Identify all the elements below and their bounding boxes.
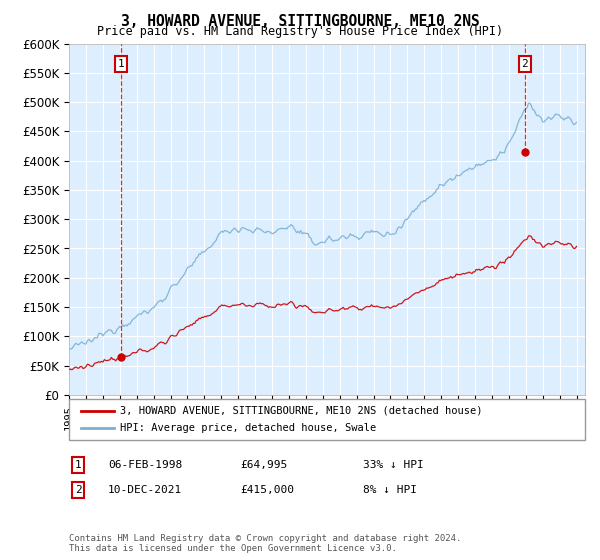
Text: 33% ↓ HPI: 33% ↓ HPI (363, 460, 424, 470)
Text: 8% ↓ HPI: 8% ↓ HPI (363, 485, 417, 495)
Text: HPI: Average price, detached house, Swale: HPI: Average price, detached house, Swal… (120, 423, 376, 433)
Text: 1: 1 (118, 59, 125, 69)
Text: 3, HOWARD AVENUE, SITTINGBOURNE, ME10 2NS (detached house): 3, HOWARD AVENUE, SITTINGBOURNE, ME10 2N… (120, 405, 482, 416)
Text: 2: 2 (521, 59, 528, 69)
Text: 10-DEC-2021: 10-DEC-2021 (108, 485, 182, 495)
Text: 2: 2 (74, 485, 82, 495)
Text: £64,995: £64,995 (240, 460, 287, 470)
Text: 1: 1 (74, 460, 82, 470)
Text: Contains HM Land Registry data © Crown copyright and database right 2024.
This d: Contains HM Land Registry data © Crown c… (69, 534, 461, 553)
Text: Price paid vs. HM Land Registry's House Price Index (HPI): Price paid vs. HM Land Registry's House … (97, 25, 503, 38)
Text: 3, HOWARD AVENUE, SITTINGBOURNE, ME10 2NS: 3, HOWARD AVENUE, SITTINGBOURNE, ME10 2N… (121, 14, 479, 29)
Text: £415,000: £415,000 (240, 485, 294, 495)
Text: 06-FEB-1998: 06-FEB-1998 (108, 460, 182, 470)
